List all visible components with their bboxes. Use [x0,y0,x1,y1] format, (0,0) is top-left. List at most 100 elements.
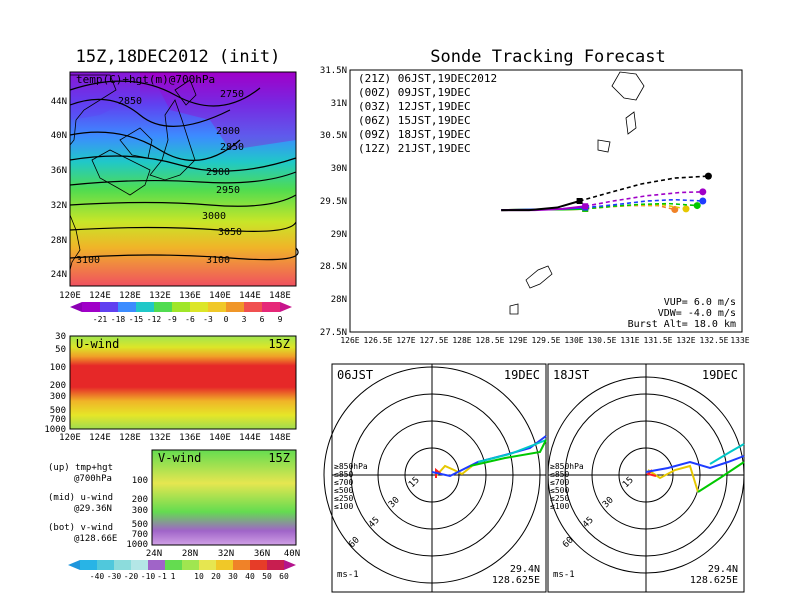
lat-tick: 29N [331,230,347,240]
lon-tick: 140E [209,291,231,301]
param-burst: Burst Alt= 18.0 km [628,319,736,330]
level-label: ≤850 [334,470,353,479]
lon-tick: 128.5E [476,336,505,345]
legend-entry: (09Z) 18JST,19DEC [358,128,471,141]
track-line-ascent-0 [501,200,580,212]
lon-tick: 124E [89,433,111,443]
contour-label: 2800 [216,126,240,137]
colorbar-tick: -6 [185,315,195,324]
lon-tick: 129.5E [532,336,561,345]
colorbar-tick: -40 [90,572,105,581]
level-label: ≤100 [550,502,569,511]
lon-tick: 132E [149,291,171,301]
colorbar-tick: -15 [129,315,144,324]
tracking-legend: (21Z) 06JST,19DEC2012 (00Z) 09JST,19DEC … [358,72,497,155]
p-tick: 300 [132,506,148,516]
lat-tick: 31N [331,99,347,109]
contour-label: 2900 [206,167,230,178]
lon-tick: 132E [676,336,695,345]
burst-marker-1 [582,203,589,210]
lat-tick: 28N [182,549,198,559]
colorbar-tick: 6 [260,315,265,324]
u-wind-label: U-wind [76,337,119,351]
lat-tick: 30N [331,164,347,174]
lat-tick: 28N [51,236,67,246]
lat-tick: 44N [51,97,67,107]
lat-tick: 28N [331,295,347,305]
level-label: ≤250 [334,494,353,503]
map-lon-ticks: 120E 124E 128E 132E 136E 140E 144E 148E [59,291,291,301]
temp-map [69,71,299,287]
burst-marker-0 [576,198,583,204]
track-line-descent-0 [579,175,709,202]
colorbar-tick: -3 [203,315,213,324]
contour-label: 2850 [118,96,142,107]
lat-tick: 24N [146,549,162,559]
lon-tick: 127E [396,336,415,345]
p-tick: 700 [50,415,66,425]
p-tick: 200 [132,495,148,505]
map-label: temp(C)+hgt(m)@700hPa [76,73,215,86]
lon-tick: 124E [89,291,111,301]
colorbar-tick: 1 [171,572,176,581]
lon-tick: 120E [59,433,81,443]
map-title: 15Z,18DEC2012 (init) [76,47,281,67]
hodograph-date: 19DEC [504,368,540,382]
legend-entry: (21Z) 06JST,19DEC2012 [358,72,497,85]
p-tick: 100 [50,363,66,373]
lat-tick: 40N [284,549,300,559]
lon-tick: 148E [269,291,291,301]
p-tick: 300 [50,392,66,402]
hodograph-lat: 29.4N [510,564,540,575]
colorbar-tick: 0 [224,315,229,324]
lat-tick: 31.5N [320,66,347,76]
p-tick: 500 [132,520,148,530]
p-tick: 200 [50,381,66,391]
tracking-lon-ticks: 126E 126.5E 127E 127.5E 128E 128.5E 129E… [340,336,749,345]
landing-point-4 [682,205,690,213]
lat-tick: 40N [51,131,67,141]
lon-tick: 136E [179,291,201,301]
lon-tick: 128E [119,433,141,443]
contour-label: 2950 [216,185,240,196]
hodograph-lat: 29.4N [708,564,738,575]
hodograph-unit: ms-1 [553,570,575,580]
lat-tick: 36N [254,549,270,559]
lat-tick: 27.5N [320,328,347,338]
lon-tick: 128E [119,291,141,301]
level-label: ≤500 [550,486,569,495]
legend-entry: (06Z) 15JST,19DEC [358,114,471,127]
lat-tick: 32N [218,549,234,559]
lon-tick: 148E [269,433,291,443]
lon-tick: 140E [209,433,231,443]
level-label: ≥850hPa [334,462,368,471]
colorbar-tick: -9 [167,315,177,324]
lon-tick: 131E [620,336,639,345]
lon-tick: 136E [179,433,201,443]
lon-tick: 132E [149,433,171,443]
param-vdw: VDW= -4.0 m/s [658,308,736,319]
param-vup: VUP= 6.0 m/s [664,297,736,308]
hodograph-time: 18JST [553,368,589,382]
landing-point-3 [693,202,701,210]
u-wind-time: 15Z [268,337,290,351]
hodograph-date: 19DEC [702,368,738,382]
colorbar-tick: 9 [278,315,283,324]
track-line-descent-3 [585,202,698,210]
colorbar-tick: 30 [228,572,238,581]
hodograph-unit: ms-1 [337,570,359,580]
contour-labels: 2750 2850 2800 2850 2900 2950 3000 3050 … [76,89,244,266]
map-lat-ticks: 44N 40N 36N 32N 28N 24N [51,97,67,280]
temp-colorbar [70,302,292,312]
colorbar-tick: 3 [242,315,247,324]
lon-tick: 133E [730,336,749,345]
lon-tick: 126E [340,336,359,345]
legend-line: (mid) u-wind [48,493,113,503]
landing-point-0 [704,172,712,180]
level-label: ≤850 [550,470,569,479]
p-tick: 100 [132,476,148,486]
lat-tick: 36N [51,166,67,176]
v-wind-lat-ticks: 24N 28N 32N 36N 40N [146,549,300,559]
v-wind-p-ticks: 100 200 300 500 700 1000 [126,476,148,550]
tracking-title: Sonde Tracking Forecast [430,47,665,67]
